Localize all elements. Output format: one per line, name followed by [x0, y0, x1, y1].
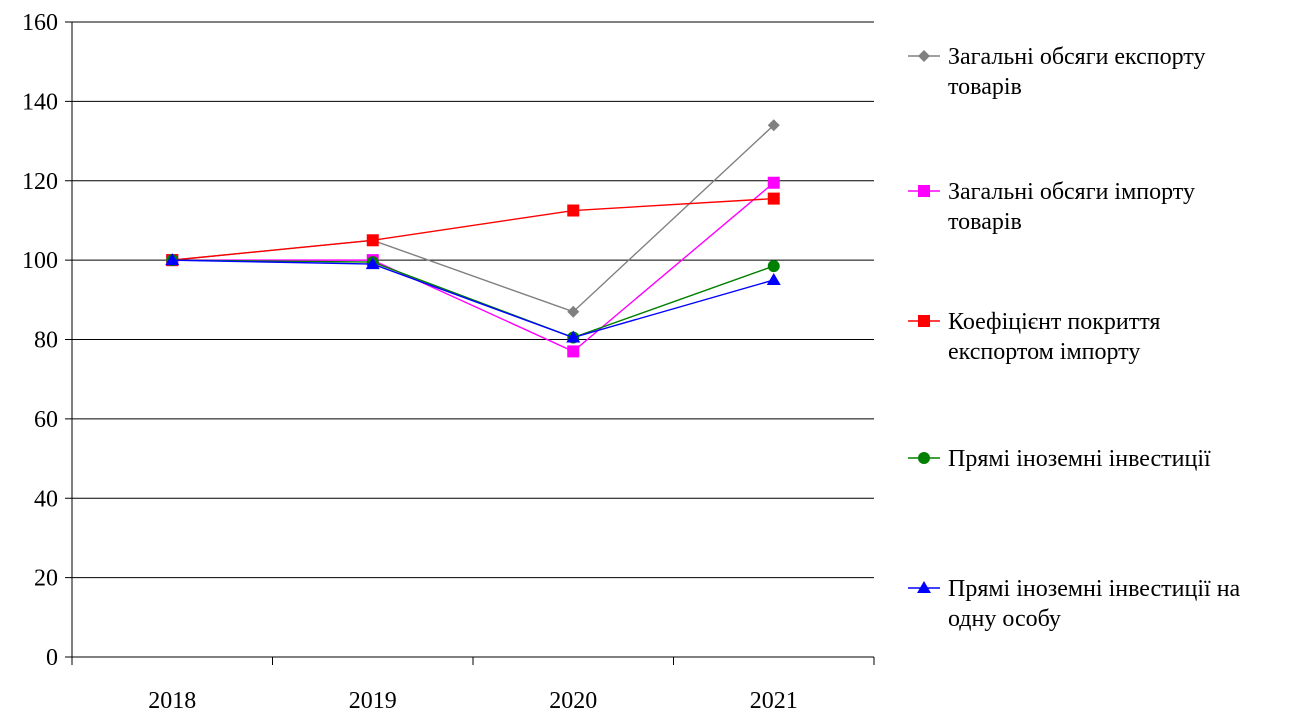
series-1	[166, 119, 780, 318]
data-point	[365, 257, 380, 270]
data-point	[366, 234, 379, 247]
legend-item: Загальні обсяги експорту товарів	[908, 44, 1205, 100]
y-tick-label: 0	[46, 645, 58, 671]
data-point	[766, 272, 781, 285]
data-point	[767, 260, 780, 273]
legend-label: експортом імпорту	[948, 339, 1140, 365]
x-tick-label: 2021	[750, 688, 798, 714]
legend-label: Прямі іноземні інвестиції на	[948, 576, 1241, 602]
data-point	[567, 305, 580, 318]
legend-item: Загальні обсяги імпорту товарів	[908, 179, 1195, 235]
series-line	[172, 259, 774, 339]
legend-item: Прямі іноземні інвестиції	[908, 446, 1211, 472]
legend-label: Загальні обсяги експорту	[948, 44, 1205, 70]
y-tick-label: 160	[22, 10, 58, 36]
legend-marker	[918, 50, 930, 62]
x-tick-labels: 2018 2019 2020 2021	[148, 688, 798, 714]
legend-item: Коефіцієнт покриття експортом імпорту	[908, 309, 1160, 365]
legend-label: Загальні обсяги імпорту	[948, 179, 1195, 205]
series-line	[172, 259, 774, 339]
y-tick-label: 40	[34, 486, 58, 512]
y-tick-label: 20	[34, 566, 58, 592]
data-point	[767, 119, 780, 132]
legend-item: Прямі іноземні інвестиції на одну особу	[908, 576, 1241, 632]
axes	[65, 21, 875, 665]
y-tick-labels: 0 20 40 60 80 100 120 140 160	[22, 10, 58, 671]
series-4	[166, 254, 780, 344]
series-line	[172, 124, 775, 313]
legend-marker	[918, 315, 930, 327]
series-lines	[165, 119, 781, 358]
legend-marker	[917, 581, 931, 593]
legend-marker	[918, 185, 930, 197]
data-point	[567, 345, 580, 358]
data-point	[767, 176, 780, 189]
legend-label: Прямі іноземні інвестиції	[948, 446, 1211, 472]
y-tick-label: 60	[34, 407, 58, 433]
series-line	[172, 182, 775, 353]
series-line	[172, 197, 774, 261]
data-point	[566, 330, 581, 343]
x-tick-label: 2018	[148, 688, 196, 714]
legend: Загальні обсяги експортутоварівЗагальні …	[908, 44, 1241, 632]
y-tick-label: 80	[34, 328, 58, 354]
legend-label: товарів	[948, 209, 1022, 235]
x-tick-label: 2019	[349, 688, 397, 714]
y-tick-label: 140	[22, 89, 58, 115]
y-tick-label: 100	[22, 248, 58, 274]
legend-label: одну особу	[948, 606, 1061, 632]
legend-marker	[918, 452, 930, 464]
data-point	[567, 204, 580, 217]
data-point	[165, 253, 180, 266]
series-5	[165, 253, 781, 343]
x-tick-label: 2020	[549, 688, 597, 714]
data-point	[767, 192, 780, 205]
legend-label: товарів	[948, 74, 1022, 100]
legend-label: Коефіцієнт покриття	[948, 309, 1160, 335]
y-tick-label: 120	[22, 169, 58, 195]
